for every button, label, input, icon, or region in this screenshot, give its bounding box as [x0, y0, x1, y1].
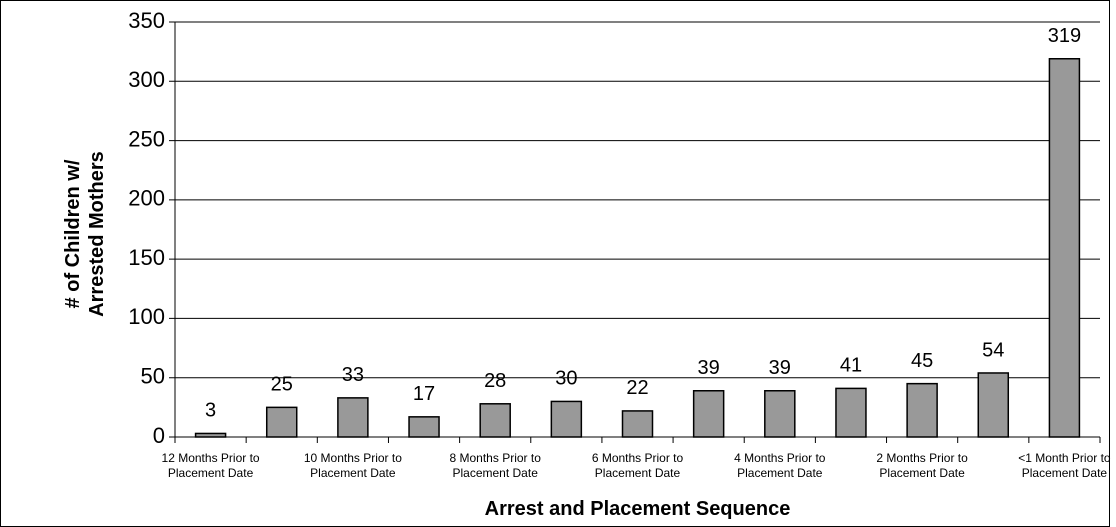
bar: [906, 382, 938, 438]
bar: [194, 432, 227, 438]
value-label: 25: [271, 374, 293, 396]
value-label: 3: [205, 400, 216, 422]
value-label: 41: [840, 355, 862, 377]
x-tick-label: 4 Months Prior to Placement Date: [734, 451, 826, 480]
value-label: 319: [1048, 25, 1081, 47]
bar: [692, 390, 725, 438]
x-tick-label: 6 Months Prior to Placement Date: [591, 451, 684, 480]
value-label: 22: [626, 377, 648, 399]
y-tick-label: 100: [128, 304, 165, 329]
y-tick-label: 350: [128, 8, 165, 33]
x-tick-label: 2 Months Prior to Placement Date: [876, 451, 968, 480]
value-label: 33: [342, 364, 364, 386]
x-tick-label: <1 Month Prior to Placement Date: [1018, 451, 1111, 480]
bar: [265, 406, 298, 438]
x-tick-label: 8 Months Prior to Placement Date: [449, 451, 541, 480]
bar: [408, 416, 440, 438]
bar: [764, 390, 796, 438]
y-tick-label: 200: [128, 186, 165, 211]
bar: [835, 387, 867, 438]
x-tick-label: 10 Months Prior to Placement Date: [303, 451, 402, 480]
y-axis-label: # of Children w/ Arrested Mothers: [62, 151, 108, 317]
y-tick-label: 300: [128, 67, 165, 92]
bar: [977, 372, 1010, 438]
bar: [337, 397, 369, 438]
bar: [479, 403, 511, 438]
value-label: 30: [555, 368, 577, 390]
value-label: 45: [911, 350, 933, 372]
value-label: 28: [484, 370, 506, 392]
value-label: 39: [769, 357, 791, 379]
y-tick-label: 250: [128, 126, 165, 151]
value-label: 17: [413, 383, 435, 405]
value-label: 54: [982, 339, 1004, 361]
y-tick-label: 0: [153, 423, 165, 448]
y-tick-label: 150: [128, 245, 165, 270]
x-axis-label: Arrest and Placement Sequence: [484, 498, 791, 520]
bar: [621, 410, 654, 438]
value-label: 39: [698, 357, 720, 379]
bar: [1048, 58, 1081, 438]
bar: [550, 400, 583, 438]
x-tick-label: 12 Months Prior to Placement Date: [161, 451, 260, 480]
y-tick-label: 50: [141, 364, 165, 389]
